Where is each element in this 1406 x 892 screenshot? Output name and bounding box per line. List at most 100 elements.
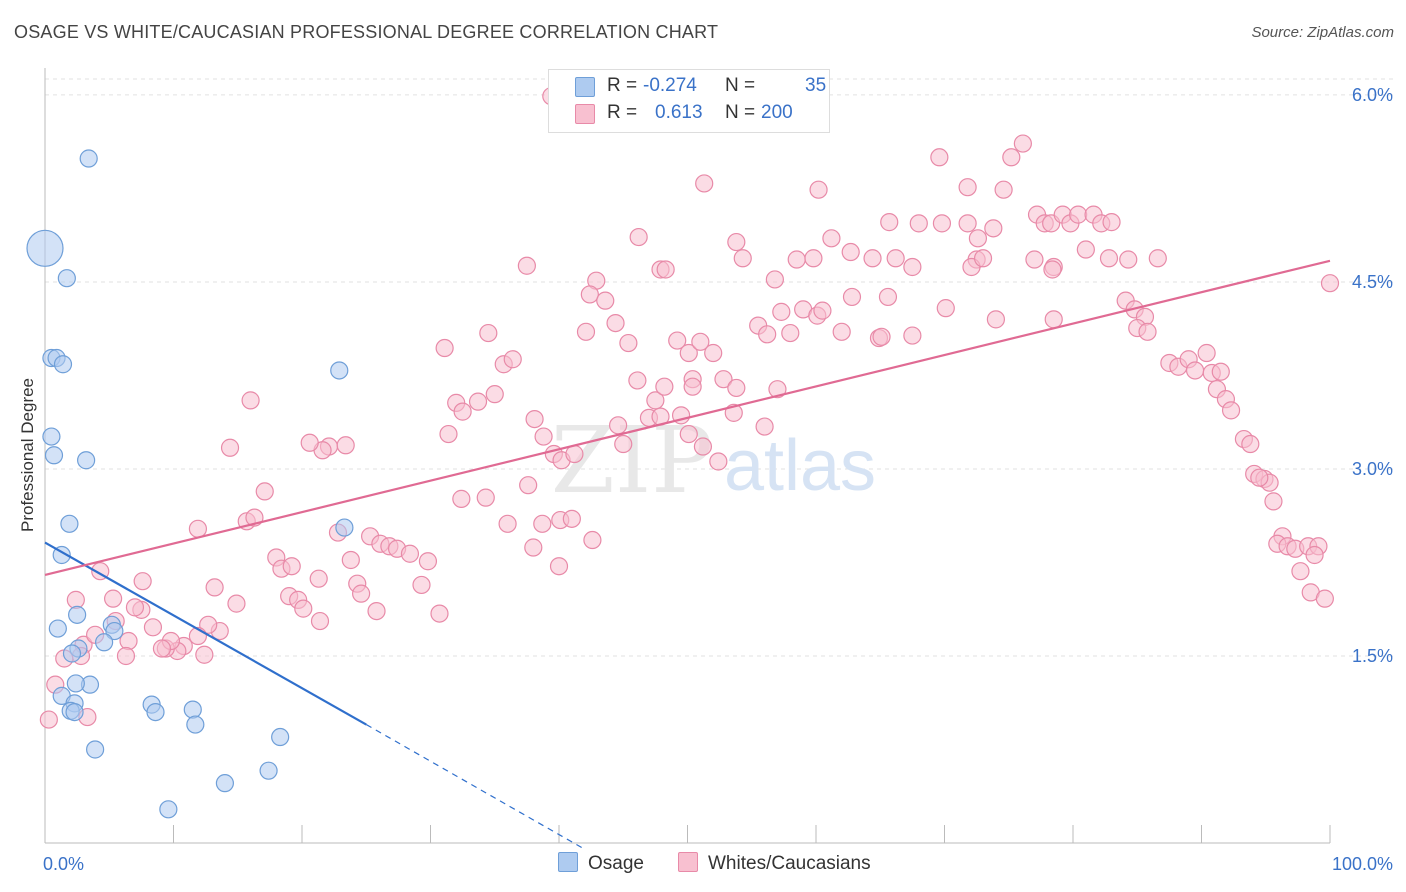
whites-point [152,639,172,658]
whites-point [439,424,458,444]
osage-point [86,740,105,759]
whites-point [609,416,628,435]
whites-point [994,180,1013,199]
whites-point [596,291,615,310]
whites-point [104,589,123,608]
whites-point [435,338,454,358]
whites-point [533,514,552,533]
whites-point [188,519,208,538]
whites-point [842,287,862,307]
whites-point [1119,250,1138,269]
whites-point [958,178,977,197]
whites-point [133,572,152,591]
osage-point [105,621,124,641]
whites-point [841,242,860,262]
whites-point [220,438,240,457]
whites-point [1138,322,1157,341]
whites-point [498,514,517,533]
whites-point [580,285,599,304]
y-tick-label: 6.0% [1352,85,1393,105]
whites-point [727,232,746,252]
x-tick-label: 100.0% [1332,854,1393,874]
chart-title: OSAGE VS WHITE/CAUCASIAN PROFESSIONAL DE… [14,22,719,42]
whites-point [768,380,787,399]
whites-point [310,611,330,631]
whites-point [984,219,1003,238]
whites-point [880,213,899,232]
whites-point [1076,240,1095,259]
osage-point [53,355,73,374]
whites-point [1315,589,1334,608]
whites-point [479,323,498,343]
whites-point [1102,213,1121,232]
osage-point [271,727,290,747]
legend-swatch-whites [575,104,595,124]
whites-point [143,618,163,637]
whites-point [199,615,218,634]
whites-point [619,333,638,353]
whites-point [1013,134,1032,153]
whites-point [655,377,674,396]
osage-point [48,619,67,638]
whites-point [691,332,710,351]
whites-point [255,482,274,501]
osage-point [62,644,82,663]
whites-point [809,180,828,199]
whites-point [352,584,371,603]
osage-point [68,605,87,624]
legend-swatch-osage [575,77,595,97]
osage-point [77,451,96,470]
whites-point [453,402,472,421]
whites-point [1197,343,1216,363]
y-axis-label: Professional Degree [18,377,37,533]
whites-point [727,378,746,398]
whites-point [679,343,698,363]
osage-point [146,702,165,722]
whites-point [412,575,431,595]
whites-point [714,370,733,389]
osage-point [330,361,349,380]
whites-point [1305,545,1324,565]
whites-point [205,578,224,597]
osage-point [79,149,98,168]
whites-point [693,437,713,456]
whites-point [765,270,784,289]
y-tick-label: 4.5% [1352,272,1393,292]
whites-point [562,509,581,528]
whites-point [878,287,898,307]
whites-point [813,301,832,320]
whites-point [1241,434,1260,454]
whites-point [1002,148,1021,167]
osage-point [259,761,278,780]
whites-point [656,260,675,279]
whites-point [524,538,543,557]
whites-point [772,302,791,321]
whites-point [872,327,891,346]
whites-point [755,417,774,436]
legend-r-label: R = [607,75,638,96]
whites-point [986,310,1006,329]
osage-point [65,702,84,722]
whites-point [468,392,488,411]
whites-point [336,436,355,455]
whites-point [822,229,841,248]
whites-point [519,476,538,495]
whites-trend-line [44,259,1331,577]
whites-point [125,598,145,617]
whites-point [733,249,752,268]
bottom-legend-swatch-osage [558,852,578,872]
osage-point [215,774,234,793]
whites-point [534,427,553,446]
whites-point [787,250,806,269]
whites-point [646,391,665,410]
legend-n-value-whites: 200 [761,102,793,123]
whites-point [549,557,569,576]
bottom-legend-whites: Whites/Caucasians [678,852,871,875]
osage-point [42,427,61,446]
whites-point [1043,260,1062,279]
whites-point [832,322,851,341]
whites-point [119,631,138,651]
whites-point [1250,468,1269,487]
whites-point [1148,249,1167,268]
whites-point [1211,362,1230,381]
